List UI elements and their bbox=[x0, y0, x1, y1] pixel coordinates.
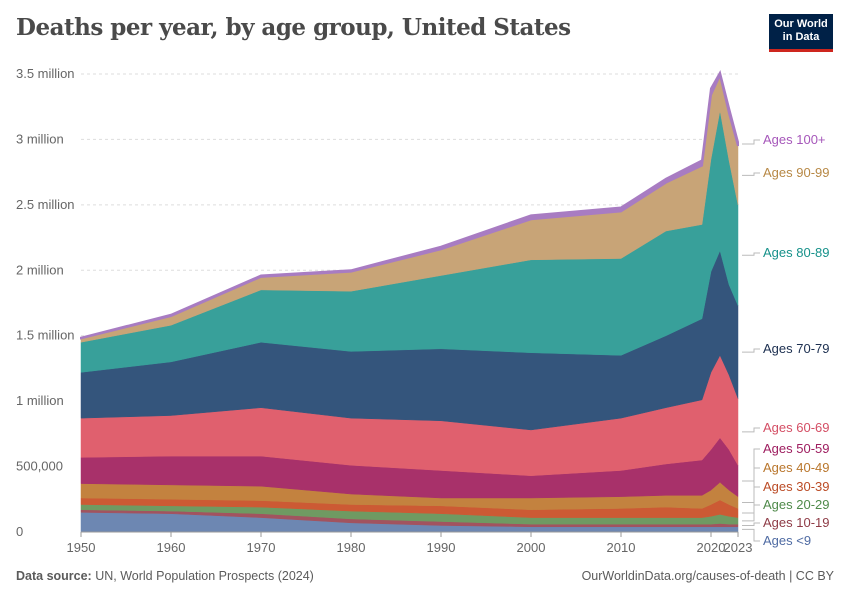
y-tick-label: 0 bbox=[16, 524, 23, 539]
logo-line-2: in Data bbox=[782, 31, 820, 43]
chart-title: Deaths per year, by age group, United St… bbox=[16, 14, 571, 41]
legend-label: Ages 100+ bbox=[763, 132, 826, 147]
x-tick-label: 2000 bbox=[517, 540, 546, 555]
legend-label: Ages 40-49 bbox=[763, 460, 830, 475]
y-tick-label: 1 million bbox=[16, 393, 64, 408]
area-ages-100- bbox=[80, 70, 739, 340]
y-tick-label: 500,000 bbox=[16, 459, 63, 474]
legend-label: Ages 90-99 bbox=[763, 165, 830, 180]
leader-line bbox=[742, 348, 760, 353]
x-tick-label: 1990 bbox=[427, 540, 456, 555]
owid-logo[interactable]: Our World in Data bbox=[769, 14, 833, 52]
x-tick-label: 1980 bbox=[337, 540, 366, 555]
leader-line bbox=[742, 486, 760, 514]
source-label: Data source: bbox=[16, 569, 92, 583]
x-tick-label: 1960 bbox=[157, 540, 186, 555]
x-tick-label: 2023 bbox=[724, 540, 753, 555]
y-tick-label: 3.5 million bbox=[16, 66, 75, 81]
legend-label: Ages 20-29 bbox=[763, 497, 830, 512]
data-source: Data source: UN, World Population Prospe… bbox=[16, 569, 314, 583]
leader-line bbox=[742, 467, 760, 504]
leader-line bbox=[742, 427, 760, 433]
legend-label: Ages 50-59 bbox=[763, 441, 830, 456]
legend-label: Ages 30-39 bbox=[763, 479, 830, 494]
x-tick-label: 2020 bbox=[697, 540, 726, 555]
y-tick-label: 3 million bbox=[16, 131, 64, 146]
leader-line bbox=[742, 448, 760, 482]
source-text[interactable]: UN, World Population Prospects (2024) bbox=[95, 569, 314, 583]
x-tick-label: 1970 bbox=[247, 540, 276, 555]
y-tick-label: 2 million bbox=[16, 262, 64, 277]
leader-line bbox=[742, 252, 760, 256]
x-tick-label: 1950 bbox=[67, 540, 96, 555]
footer-link[interactable]: OurWorldinData.org/causes-of-death | CC … bbox=[581, 569, 834, 583]
leader-line bbox=[742, 528, 760, 542]
legend-label: Ages 80-89 bbox=[763, 245, 830, 260]
leader-line bbox=[742, 522, 760, 526]
logo-line-1: Our World bbox=[774, 18, 828, 30]
y-tick-label: 2.5 million bbox=[16, 197, 75, 212]
y-tick-label: 1.5 million bbox=[16, 328, 75, 343]
x-tick-label: 2010 bbox=[607, 540, 636, 555]
legend-label: Ages 10-19 bbox=[763, 515, 830, 530]
leader-line bbox=[742, 172, 760, 176]
legend-label: Ages 60-69 bbox=[763, 420, 830, 435]
legend-label: Ages <9 bbox=[763, 533, 811, 548]
leader-line bbox=[742, 139, 760, 145]
legend-label: Ages 70-79 bbox=[763, 341, 830, 356]
